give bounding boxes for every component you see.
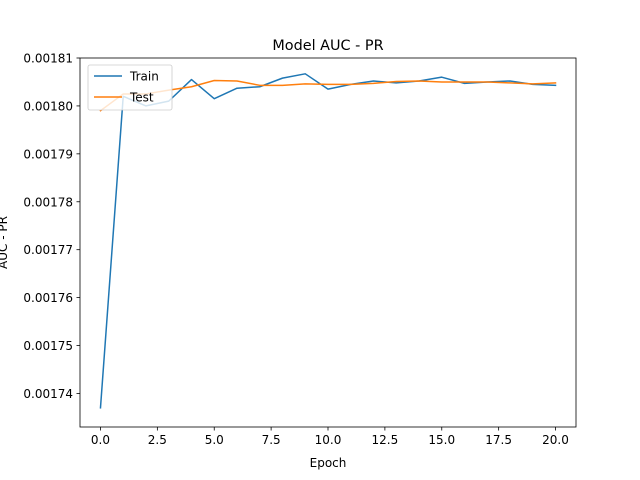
legend-label-train: Train [129, 70, 159, 84]
x-tick-label: 10.0 [315, 433, 342, 447]
x-tick-label: 15.0 [428, 433, 455, 447]
y-tick-label: 0.00181 [23, 52, 73, 66]
y-tick-label: 0.00178 [23, 195, 73, 209]
axes: 0.0 2.5 5.0 7.5 10.0 12.5 15.0 17.5 20.0 0.00174 0… [23, 52, 577, 447]
x-tick-label: 5.0 [205, 433, 224, 447]
x-tick-label: 2.5 [148, 433, 167, 447]
y-tick-label: 0.00180 [23, 99, 73, 113]
legend: Train Test [87, 64, 173, 111]
series-lines [99, 73, 557, 409]
y-tick-label: 0.00176 [23, 291, 73, 305]
y-tick-label: 0.00177 [23, 243, 73, 257]
y-axis-title: AUC - PR [0, 216, 10, 269]
series-line-test [99, 79, 557, 112]
x-tick-label: 17.5 [485, 433, 512, 447]
x-tick-label: 20.0 [542, 433, 569, 447]
y-tick-label: 0.00174 [23, 387, 73, 401]
x-axis-title: Epoch [310, 456, 347, 470]
y-tick-label: 0.00175 [23, 339, 73, 353]
chart-title: Model AUC - PR [272, 38, 383, 54]
x-tick-label: 12.5 [372, 433, 399, 447]
x-tick-label: 7.5 [262, 433, 281, 447]
legend-label-test: Test [129, 91, 154, 105]
y-tick-label: 0.00179 [23, 147, 73, 161]
x-tick-label: 0.0 [91, 433, 110, 447]
